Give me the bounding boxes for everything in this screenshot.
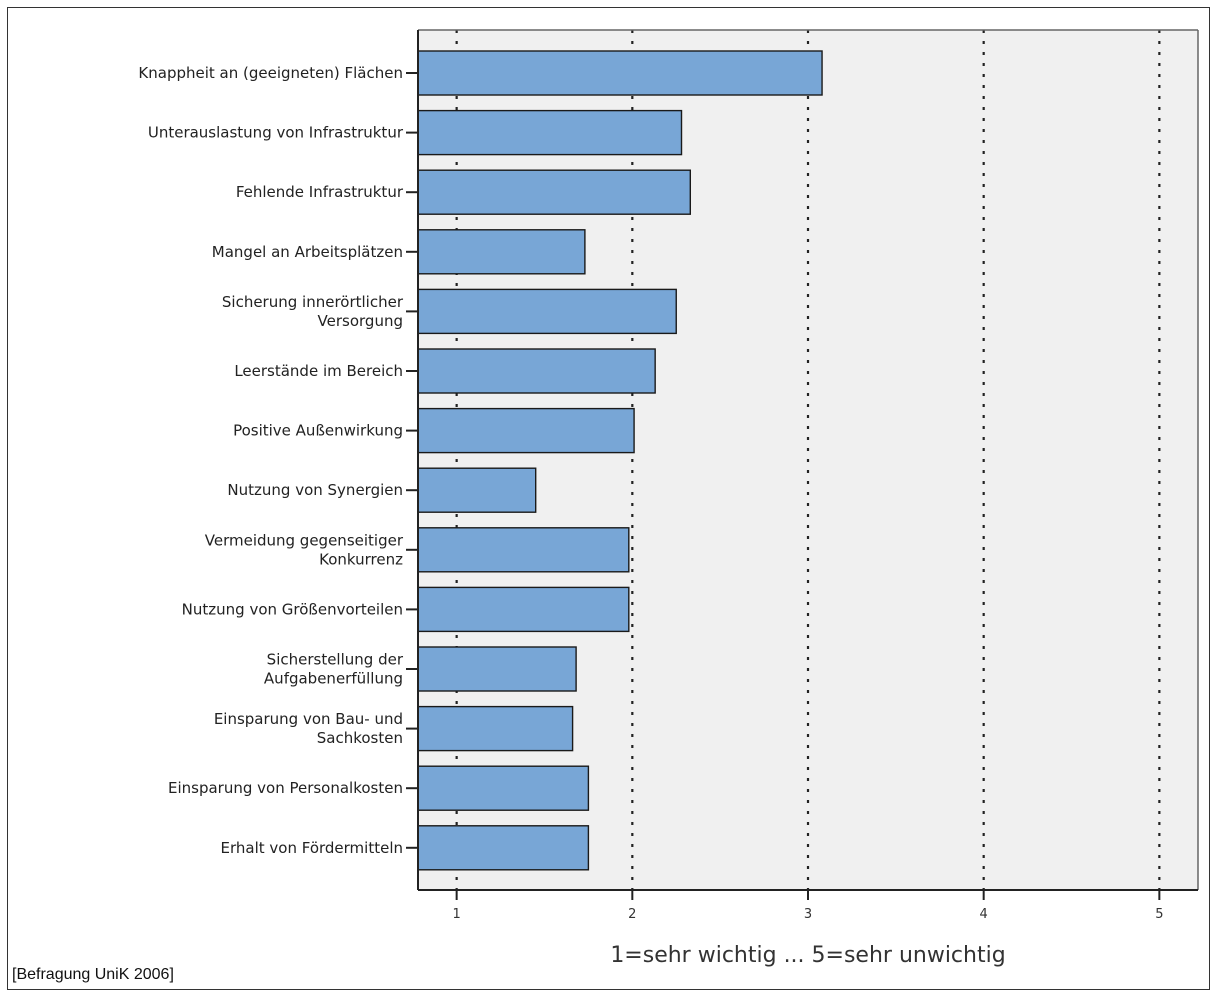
bar-8: [417, 527, 630, 573]
x-tick-label: 1: [453, 907, 461, 922]
bar-7: [417, 467, 537, 513]
category-label: Positive Außenwirkung: [233, 422, 403, 440]
bar-10: [417, 646, 577, 692]
x-tick-label: 5: [1155, 907, 1163, 922]
source-note: [Befragung UniK 2006]: [12, 966, 174, 983]
bar-11: [417, 705, 574, 752]
category-label: Nutzung von Synergien: [227, 481, 403, 499]
bar-1: [417, 109, 683, 156]
category-label: Sachkosten: [317, 729, 403, 747]
category-label: Fehlende Infrastruktur: [236, 183, 404, 201]
bar-9: [417, 586, 630, 633]
x-axis-title: 1=sehr wichtig ... 5=sehr unwichtig: [610, 943, 1005, 968]
category-label: Erhalt von Fördermitteln: [221, 839, 404, 857]
x-tick-labels: 1 2 3 4 5: [453, 907, 1164, 922]
x-tick-label: 4: [980, 907, 988, 922]
category-labels: Knappheit an (geeigneten) Flächen Unterau…: [138, 64, 403, 857]
category-label: Aufgabenerfüllung: [264, 670, 403, 688]
category-label: Vermeidung gegenseitiger: [205, 531, 404, 549]
x-tick-label: 2: [628, 907, 636, 922]
category-label: Unterauslastung von Infrastruktur: [148, 124, 404, 142]
category-label: Knappheit an (geeigneten) Flächen: [138, 64, 403, 82]
category-label: Einsparung von Personalkosten: [168, 779, 403, 797]
bar-0: [417, 50, 823, 96]
x-tick-label: 3: [804, 907, 812, 922]
category-label: Leerstände im Bereich: [234, 362, 403, 380]
category-label: Mangel an Arbeitsplätzen: [212, 243, 403, 261]
category-label: Sicherung innerörtlicher: [222, 293, 404, 311]
bar-2: [417, 169, 691, 215]
bar-5: [417, 348, 656, 394]
bar-12: [417, 765, 590, 811]
category-label: Versorgung: [318, 312, 403, 330]
category-label: Einsparung von Bau- und: [214, 710, 403, 728]
bars: [417, 50, 823, 871]
category-label: Konkurrenz: [319, 550, 403, 568]
bar-3: [417, 229, 586, 275]
bar-13: [417, 825, 590, 871]
axes: [406, 29, 1199, 900]
bar-6: [417, 407, 635, 454]
category-label: Nutzung von Größenvorteilen: [182, 600, 403, 618]
category-label: Sicherstellung der: [267, 651, 404, 669]
bar-4: [417, 288, 677, 335]
